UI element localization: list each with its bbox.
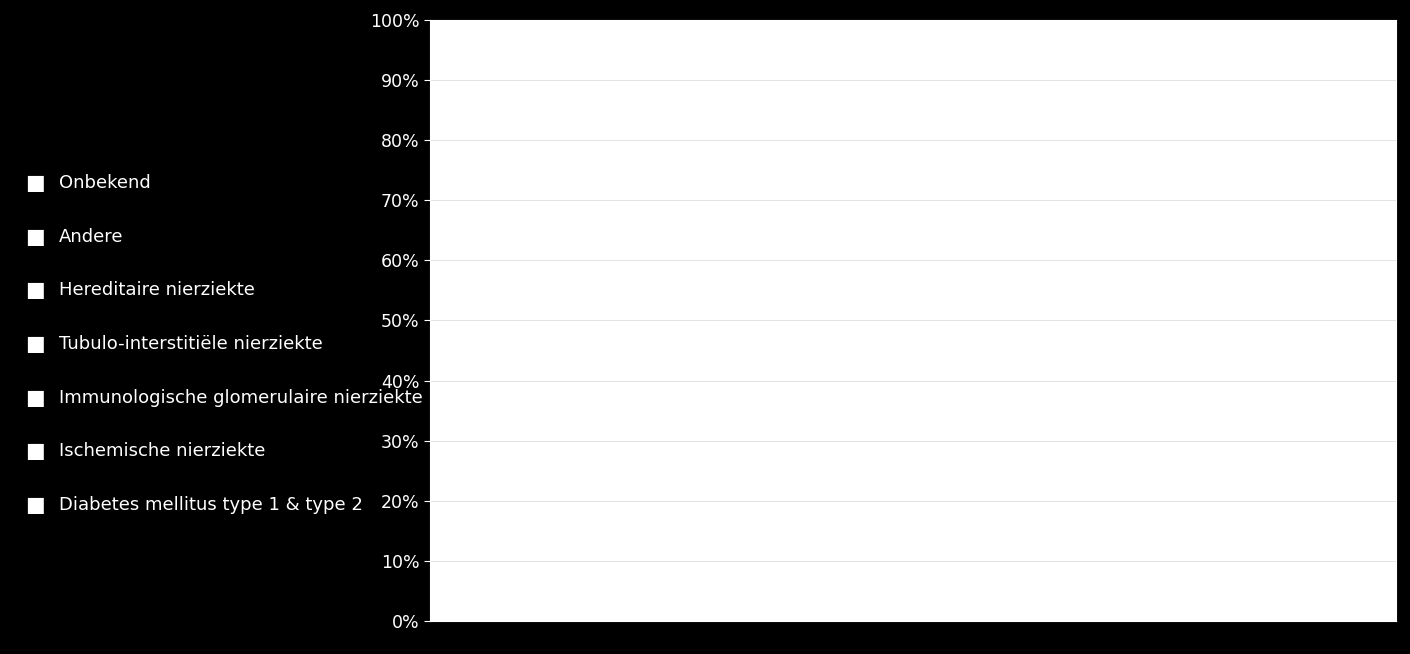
Text: Diabetes mellitus type 1 & type 2: Diabetes mellitus type 1 & type 2 xyxy=(59,496,364,514)
Text: Onbekend: Onbekend xyxy=(59,174,151,192)
Text: ■: ■ xyxy=(25,334,45,354)
Text: Andere: Andere xyxy=(59,228,124,246)
Text: Ischemische nierziekte: Ischemische nierziekte xyxy=(59,442,265,460)
Text: ■: ■ xyxy=(25,281,45,300)
Text: ■: ■ xyxy=(25,173,45,193)
Text: ■: ■ xyxy=(25,441,45,461)
Text: Tubulo-interstitiële nierziekte: Tubulo-interstitiële nierziekte xyxy=(59,335,323,353)
Text: Hereditaire nierziekte: Hereditaire nierziekte xyxy=(59,281,255,300)
Text: Immunologische glomerulaire nierziekte: Immunologische glomerulaire nierziekte xyxy=(59,388,423,407)
Text: ■: ■ xyxy=(25,388,45,407)
Text: ■: ■ xyxy=(25,227,45,247)
Text: ■: ■ xyxy=(25,495,45,515)
